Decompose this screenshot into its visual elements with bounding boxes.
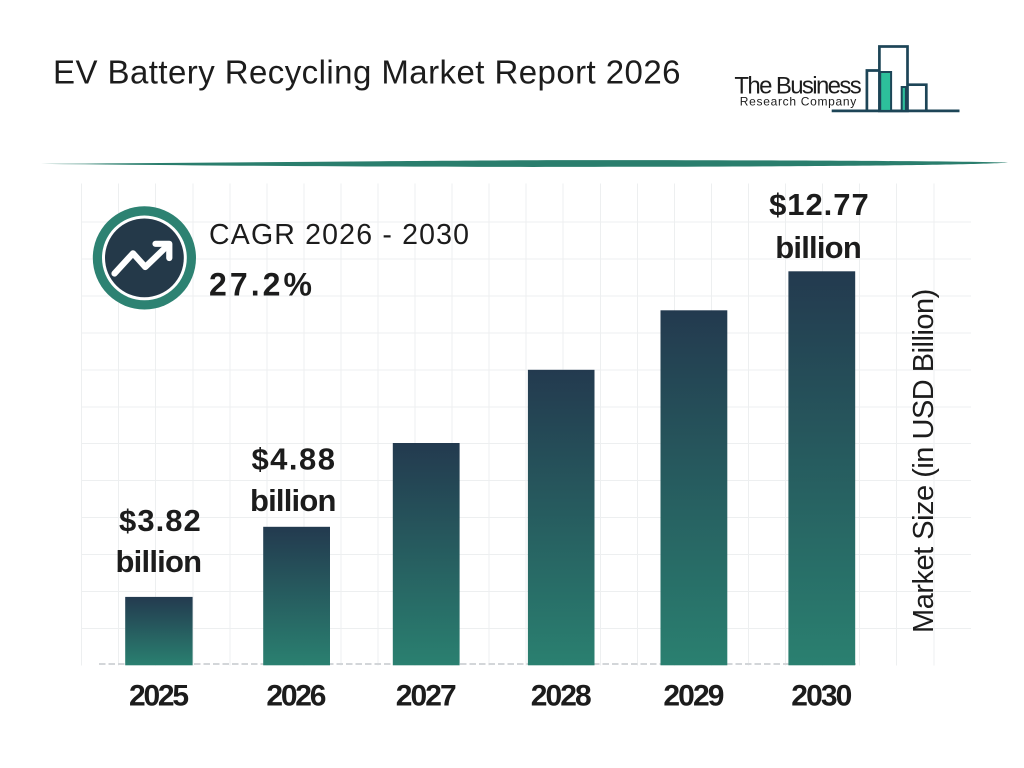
svg-text:2028: 2028 [531,680,592,713]
svg-text:$4.88: $4.88 [251,442,335,477]
svg-text:EV Battery Recycling Market Re: EV Battery Recycling Market Report 2026 [53,54,681,91]
svg-text:2030: 2030 [791,680,852,713]
svg-text:2026: 2026 [266,680,326,713]
svg-text:billion: billion [250,483,337,518]
svg-text:The Business: The Business [734,73,861,100]
svg-text:CAGR 2026 - 2030: CAGR 2026 - 2030 [209,219,469,251]
svg-text:billion: billion [116,544,203,579]
svg-text:$12.77: $12.77 [769,187,869,222]
svg-text:2029: 2029 [663,680,724,713]
svg-text:$3.82: $3.82 [119,503,201,538]
svg-text:billion: billion [775,230,862,265]
svg-text:2025: 2025 [129,680,189,713]
svg-text:Market Size (in USD Billion): Market Size (in USD Billion) [908,289,940,633]
svg-text:Research Company: Research Company [740,94,857,108]
svg-text:2027: 2027 [396,680,457,713]
